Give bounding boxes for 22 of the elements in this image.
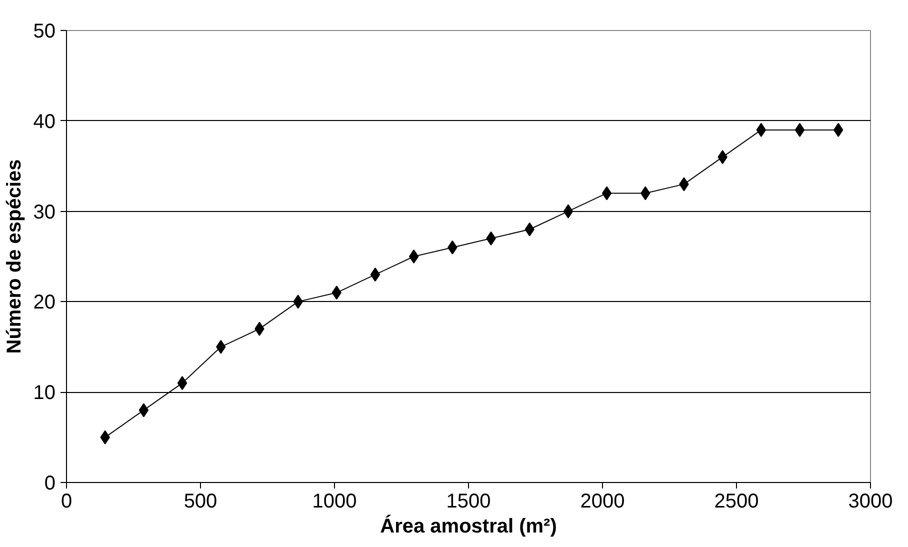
y-tick-label: 20 (33, 292, 56, 314)
point (794, 122, 805, 137)
y-tick-label: 10 (33, 382, 56, 404)
y-axis-title: Número de espécies (3, 159, 26, 354)
point (370, 268, 380, 282)
x-tick-label: 2000 (580, 490, 625, 512)
y-tick-label: 0 (44, 472, 56, 494)
point (408, 250, 419, 264)
x-tick-label: 500 (184, 490, 218, 512)
x-tick-label: 1500 (446, 490, 491, 512)
point (602, 186, 612, 200)
x-tick-label: 0 (60, 490, 72, 512)
y-tick-label: 50 (33, 20, 56, 42)
y-tick-label: 40 (33, 110, 56, 133)
point (563, 204, 574, 218)
point (138, 403, 149, 418)
x-tick-label: 3000 (848, 490, 893, 512)
x-tick-label: 1000 (312, 490, 357, 512)
x-tick-label: 2500 (714, 490, 759, 512)
y-tick-label: 30 (33, 201, 56, 224)
point (177, 376, 188, 390)
x-axis-title: Área amostral (m²) (380, 514, 557, 538)
